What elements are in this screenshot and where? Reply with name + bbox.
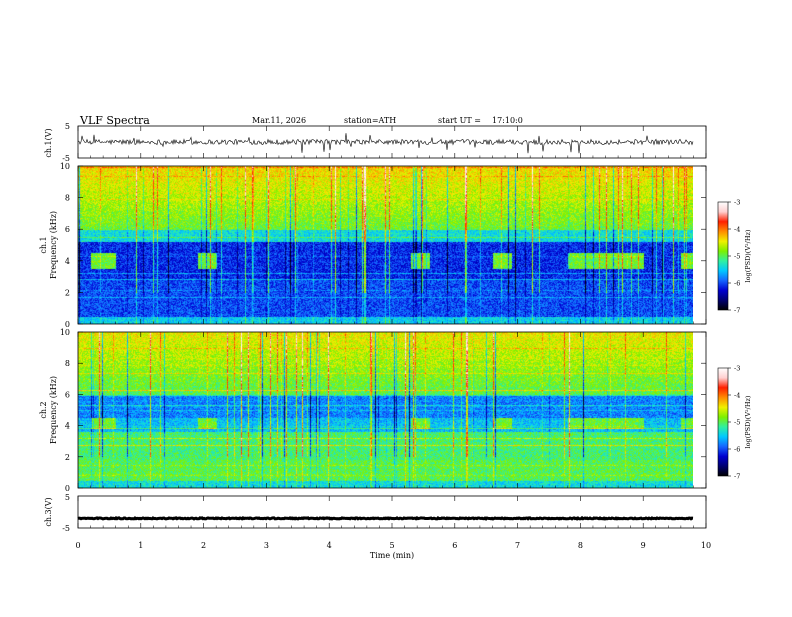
ch2-colorbar-label: log(PSD)(V²/Hz): [744, 395, 752, 448]
ch2-spectrogram-channel-label: ch.2: [39, 401, 48, 418]
ch2-spectrogram-ylabel: Frequency (kHz): [49, 376, 58, 444]
ch1-ytick-bottom: -5: [62, 154, 70, 163]
ch1-spectrogram-ytick-label: 6: [65, 225, 70, 234]
ch2-colorbar: -3 -4 -5 -6 -7 log(PSD)(V²/Hz): [717, 365, 752, 481]
ch1-spectrogram-ylabel: Frequency (kHz): [49, 211, 58, 279]
ch2-spectrogram-ytick-label: 6: [65, 390, 70, 399]
ch1-spectrogram-panel: 0 2 4 6 8 10 ch.1 Frequency (kHz): [39, 162, 707, 329]
ch2-spectrogram-ytick-label: 2: [65, 453, 70, 462]
ch1-colorbar-gradient: [718, 202, 728, 310]
ch2-colorbar-tick-label: -4: [734, 392, 740, 400]
ch1-spectrogram-channel-label: ch.1: [39, 236, 48, 253]
ch1-colorbar-tick-label: -6: [734, 280, 740, 288]
ch2-colorbar-tick-label: -6: [734, 446, 740, 454]
xtick-label: 7: [515, 541, 520, 550]
xtick-label: 1: [138, 541, 143, 550]
xtick-label: 5: [389, 541, 394, 550]
ch3-ytick-bottom: -5: [62, 524, 70, 533]
ch2-colorbar-gradient: [718, 368, 728, 476]
ch3-waveform-ylabel: ch.3(V): [44, 497, 53, 526]
start-ut-label: start UT =: [438, 116, 481, 125]
xtick-label: 0: [75, 541, 80, 550]
ch1-waveform-panel: 5 -5 ch.1(V): [44, 122, 707, 163]
ch3-waveform-trace: [77, 515, 694, 521]
ch2-spectrogram-panel: 0 2 4 6 8 10 ch.2 Frequency (kHz): [39, 328, 707, 493]
ch2-colorbar-tick-label: -7: [734, 473, 740, 481]
xtick-label: 6: [452, 541, 457, 550]
ch2-colorbar-tick-label: -5: [734, 419, 740, 427]
xtick-label: 3: [264, 541, 269, 550]
xtick-label: 10: [701, 541, 711, 550]
ch2-colorbar-tick-label: -3: [734, 365, 740, 373]
ch1-colorbar-tick-label: -7: [734, 307, 740, 315]
ch1-spectrogram-ytick-label: 4: [65, 257, 70, 266]
ch1-ytick-top: 5: [65, 122, 70, 131]
ch1-colorbar-tick-label: -5: [734, 253, 740, 261]
station-label: station=ATH: [344, 116, 396, 125]
ch1-colorbar-tick-label: -4: [734, 226, 740, 234]
xtick-label: 9: [641, 541, 646, 550]
xtick-label: 2: [201, 541, 206, 550]
ch1-spectrogram-ytick-label: 8: [65, 194, 70, 203]
ch1-spectrogram-image: [78, 166, 693, 324]
ch1-spectrogram-ytick-label: 0: [65, 320, 70, 329]
date-label: Mar.11, 2026: [252, 116, 306, 125]
ch2-spectrogram-ytick-label: 4: [65, 422, 70, 431]
xtick-label: 8: [578, 541, 583, 550]
figure-title: VLF Spectra: [79, 114, 150, 127]
ch2-spectrogram-ytick-label: 10: [60, 328, 70, 337]
ch1-colorbar-label: log(PSD)(V²/Hz): [744, 229, 752, 282]
ch1-spectrogram-ytick-label: 2: [65, 288, 70, 297]
ch1-waveform-ylabel: ch.1(V): [44, 128, 53, 157]
start-time-value: 17:10:0: [492, 116, 523, 125]
ch1-waveform-trace: [77, 133, 694, 154]
ch2-spectrogram-ytick-label: 0: [65, 484, 70, 493]
ch1-colorbar: -3 -4 -5 -6 -7 log(PSD)(V²/Hz): [717, 199, 752, 315]
ch3-ytick-top: 5: [65, 493, 70, 502]
ch2-spectrogram-image: [78, 332, 693, 488]
time-axis: 0 1 2 3 4 5 6 7 8 9 10: [75, 126, 711, 550]
xtick-label: 4: [327, 541, 332, 550]
ch1-colorbar-tick-label: -3: [734, 199, 740, 207]
ch2-spectrogram-ytick-label: 8: [65, 359, 70, 368]
time-axis-label: Time (min): [370, 551, 414, 560]
ch3-waveform-panel: 5 -5 ch.3(V): [44, 493, 707, 533]
ch1-spectrogram-ytick-label: 10: [60, 162, 70, 171]
